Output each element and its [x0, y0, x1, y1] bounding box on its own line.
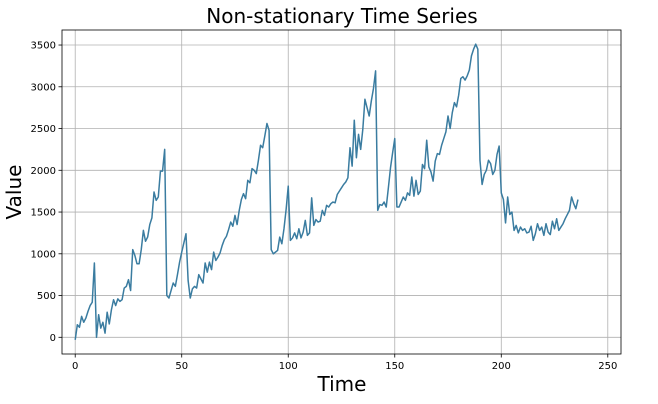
y-tick-label: 3500 — [31, 41, 56, 52]
x-tick-label: 0 — [72, 361, 78, 372]
axis-ticks: 0 50 100 150 200 2500500100015002000250030003… — [31, 41, 618, 372]
series-layer — [74, 43, 579, 340]
y-tick-label: 2000 — [31, 166, 56, 177]
series-line — [74, 43, 579, 340]
x-tick-label: 150 — [385, 361, 404, 372]
x-tick-label: 200 — [492, 361, 511, 372]
x-tick-label: 250 — [598, 361, 617, 372]
y-tick-label: 1000 — [31, 249, 56, 260]
y-tick-label: 500 — [37, 291, 56, 302]
y-tick-label: 3000 — [31, 82, 56, 93]
plot-frame — [61, 29, 622, 355]
chart-title: Non-stationary Time Series — [206, 4, 477, 28]
x-axis-label: Time — [317, 372, 367, 396]
x-tick-label: 100 — [279, 361, 298, 372]
y-tick-label: 0 — [50, 333, 56, 344]
x-tick-label: 50 — [175, 361, 188, 372]
grid-lines — [62, 30, 621, 354]
y-axis-label: Value — [2, 165, 26, 220]
y-tick-label: 2500 — [31, 124, 56, 135]
y-tick-label: 1500 — [31, 208, 56, 219]
